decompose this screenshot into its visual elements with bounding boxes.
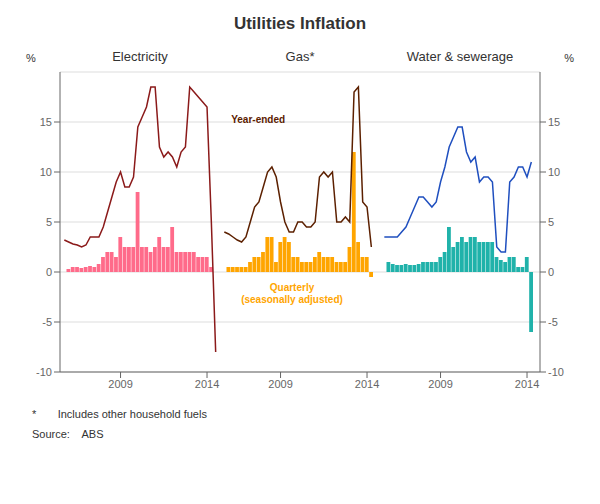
svg-text:2014: 2014	[195, 378, 219, 390]
svg-text:-10: -10	[548, 366, 564, 378]
svg-text:2014: 2014	[355, 378, 379, 390]
svg-text:-10: -10	[36, 366, 52, 378]
svg-text:0: 0	[548, 266, 554, 278]
svg-text:10: 10	[40, 166, 52, 178]
svg-text:10: 10	[548, 166, 560, 178]
svg-text:2009: 2009	[108, 378, 132, 390]
svg-text:15: 15	[40, 116, 52, 128]
svg-text:0: 0	[46, 266, 52, 278]
html-text:* Includes other household fue: * Includes other household fuels	[32, 408, 207, 420]
svg-text:2009: 2009	[428, 378, 452, 390]
svg-text:-5: -5	[42, 316, 52, 328]
html-text:Source: ABS: Source: ABS	[32, 428, 104, 440]
html-text:Utilities Inflation: Utilities Inflation	[233, 14, 367, 33]
html-text:Year-ended: Year-ended	[231, 114, 286, 125]
svg-text:15: 15	[548, 116, 560, 128]
svg-text:5: 5	[548, 216, 554, 228]
svg-text:2009: 2009	[268, 378, 292, 390]
html-text:Gas*: Gas*	[285, 49, 315, 64]
html-text:Quarterly (seasonally adjusted: Quarterly (seasonally adjusted)	[241, 282, 343, 305]
svg-text:2014: 2014	[515, 378, 539, 390]
svg-text:-5: -5	[548, 316, 558, 328]
html-text:Water & sewerage: Water & sewerage	[406, 49, 514, 64]
svg-text:5: 5	[46, 216, 52, 228]
html-text:Electricity: Electricity	[112, 49, 168, 64]
